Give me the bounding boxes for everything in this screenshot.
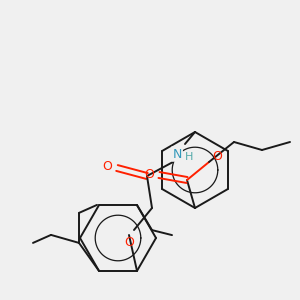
Text: O: O xyxy=(144,169,154,182)
Text: O: O xyxy=(212,151,222,164)
Text: O: O xyxy=(102,160,112,172)
Text: O: O xyxy=(124,236,134,248)
Text: N: N xyxy=(172,148,182,160)
Text: H: H xyxy=(185,152,193,162)
